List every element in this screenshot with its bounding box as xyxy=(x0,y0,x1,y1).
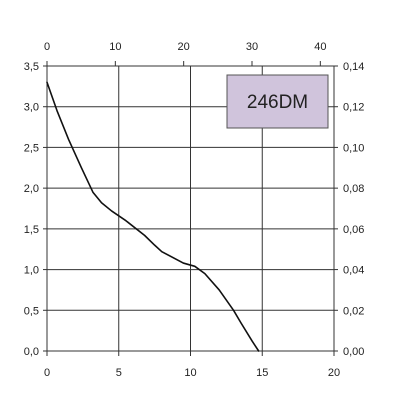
x-bottom-tick-label: 10 xyxy=(184,367,196,379)
y-right-tick-label: 0,10 xyxy=(343,142,364,154)
tick-labels: 0 5 10 15 20 0 10 20 30 40 0,0 0,5 1,0 1,5 2,0 2,5 3,0 3,… xyxy=(24,41,365,379)
y-right-tick-label: 0,04 xyxy=(343,265,364,277)
x-bottom-tick-label: 0 xyxy=(44,367,50,379)
series-line xyxy=(46,81,260,352)
y-left-tick-label: 3,0 xyxy=(24,102,39,114)
y-right-tick-label: 0,14 xyxy=(343,61,364,73)
plot-frame xyxy=(43,61,338,356)
y-right-tick-label: 0,02 xyxy=(343,305,364,317)
model-badge: 246DM xyxy=(226,74,329,129)
data-series xyxy=(46,81,260,352)
y-left-tick-label: 3,5 xyxy=(24,61,39,73)
y-left-tick-label: 1,0 xyxy=(24,265,39,277)
y-left-tick-label: 1,5 xyxy=(24,224,39,236)
x-top-tick-label: 10 xyxy=(109,41,121,53)
y-right-tick-label: 0,12 xyxy=(343,102,364,114)
x-top-tick-label: 40 xyxy=(314,41,326,53)
y-left-tick-label: 2,5 xyxy=(24,142,39,154)
y-right-tick-label: 0,06 xyxy=(343,224,364,236)
y-right-tick-label: 0,00 xyxy=(343,346,364,358)
model-badge-box xyxy=(226,74,329,129)
y-left-tick-label: 0,5 xyxy=(24,305,39,317)
x-bottom-tick-label: 5 xyxy=(116,367,122,379)
x-bottom-tick-label: 20 xyxy=(328,367,340,379)
y-left-tick-label: 2,0 xyxy=(24,183,39,195)
x-top-tick-label: 20 xyxy=(178,41,190,53)
model-badge-label: 246DM xyxy=(247,92,308,113)
x-top-tick-label: 0 xyxy=(44,41,50,53)
x-bottom-tick-label: 15 xyxy=(256,367,268,379)
y-right-tick-label: 0,08 xyxy=(343,183,364,195)
x-top-tick-label: 30 xyxy=(246,41,258,53)
y-left-tick-label: 0,0 xyxy=(24,346,39,358)
